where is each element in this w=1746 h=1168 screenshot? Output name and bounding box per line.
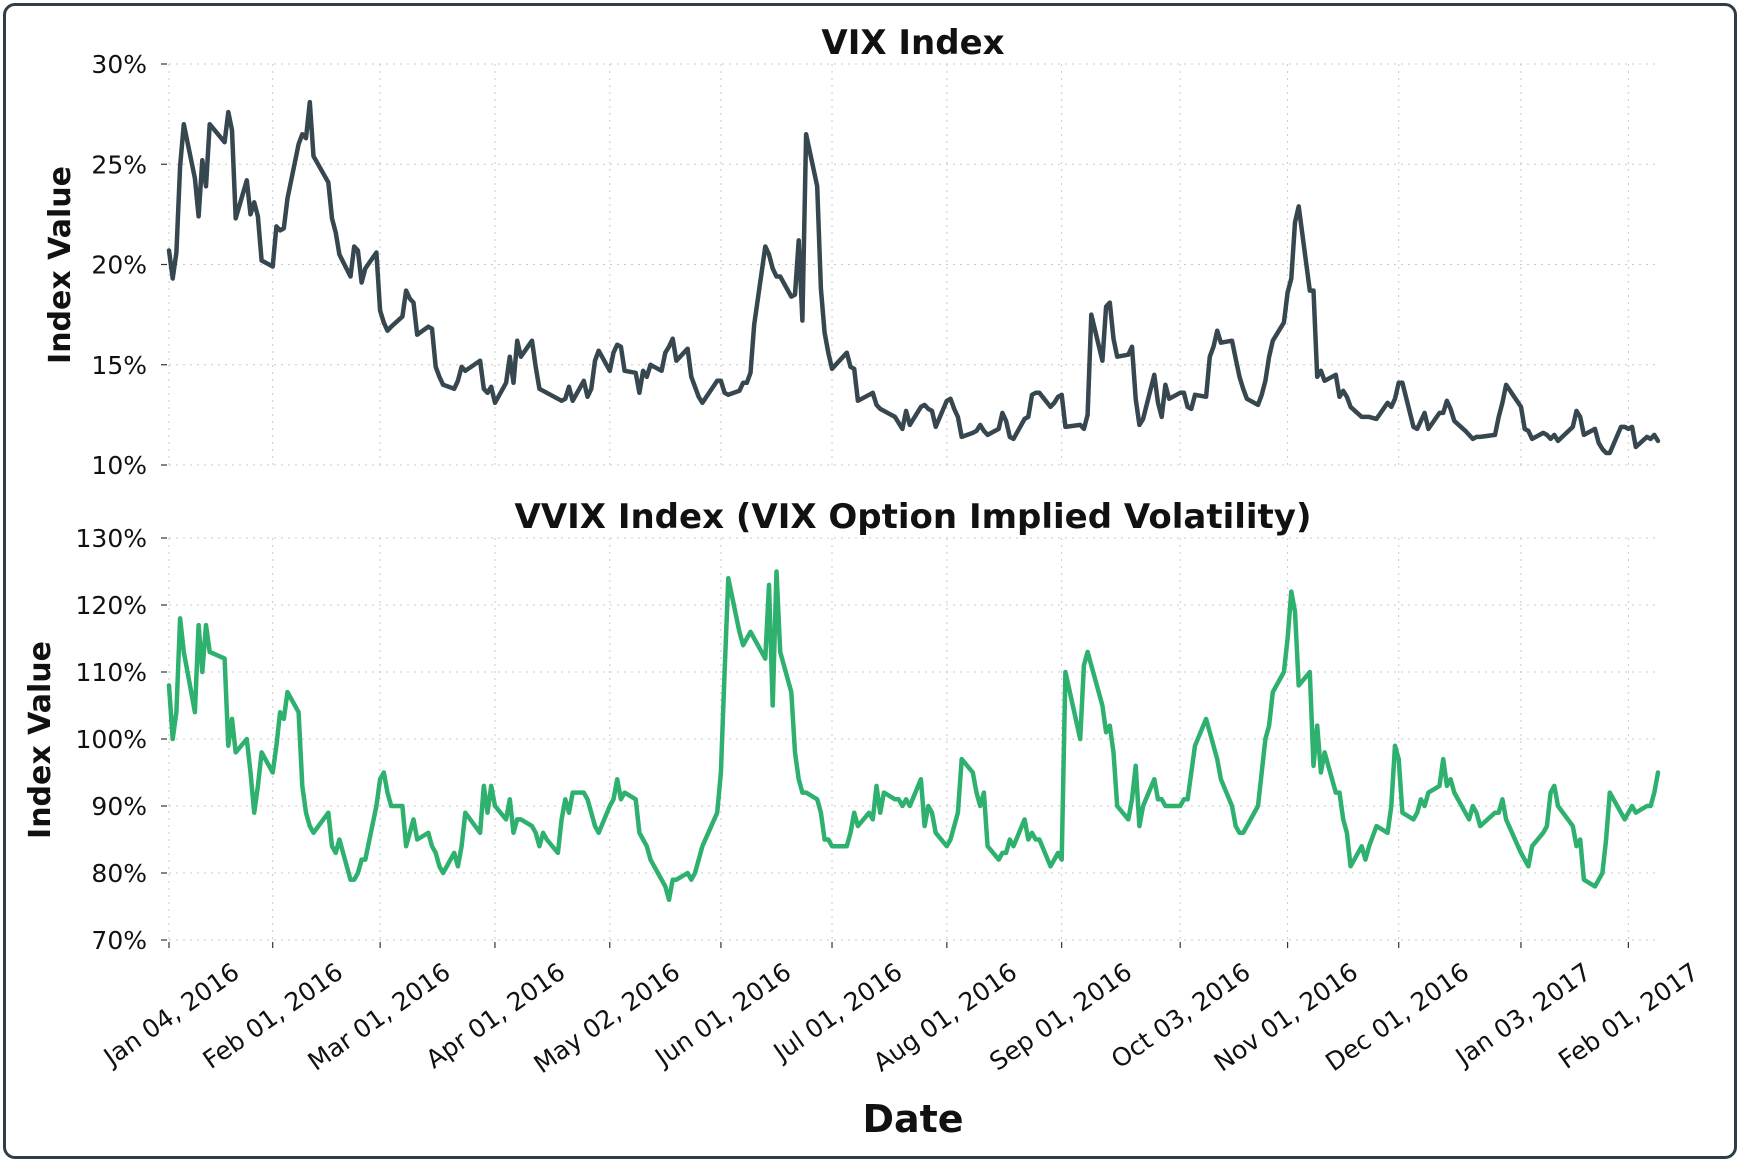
y-tick-label: 90% bbox=[91, 792, 147, 821]
y-tick-label: 15% bbox=[91, 351, 147, 380]
x-axis-label: Date bbox=[862, 1097, 963, 1141]
y-tick-label: 10% bbox=[91, 451, 147, 480]
vix-title: VIX Index bbox=[821, 23, 1004, 63]
chart-frame bbox=[3, 3, 1737, 1159]
vix-y-ticks: 10% 15% 20% 25% 30% bbox=[91, 50, 167, 480]
vvix-panel: VVIX Index (VIX Option Implied Volatilit… bbox=[23, 497, 1704, 1141]
vix-grid bbox=[168, 63, 1658, 466]
y-tick-label: 20% bbox=[91, 251, 147, 280]
y-tick-label: 80% bbox=[91, 859, 147, 888]
vix-series-line bbox=[166, 99, 1661, 456]
vix-panel: VIX Index Index Value 10% 15% 20% 25% 30% bbox=[43, 23, 1661, 480]
y-tick-label: 25% bbox=[91, 150, 147, 179]
vix-ylabel: Index Value bbox=[43, 166, 78, 364]
y-tick-label: 100% bbox=[76, 725, 147, 754]
vvix-grid bbox=[168, 537, 1658, 941]
y-tick-label: 130% bbox=[76, 524, 147, 553]
y-tick-label: 120% bbox=[76, 591, 147, 620]
y-tick-label: 70% bbox=[91, 926, 147, 955]
vvix-title: VVIX Index (VIX Option Implied Volatilit… bbox=[515, 497, 1312, 537]
vvix-ylabel: Index Value bbox=[23, 641, 58, 839]
y-tick-label: 110% bbox=[76, 658, 147, 687]
vvix-y-ticks: 70% 80% 90% 100% 110% 120% 130% bbox=[76, 524, 167, 955]
y-tick-label: 30% bbox=[91, 50, 147, 79]
vvix-series-line bbox=[166, 569, 1661, 903]
